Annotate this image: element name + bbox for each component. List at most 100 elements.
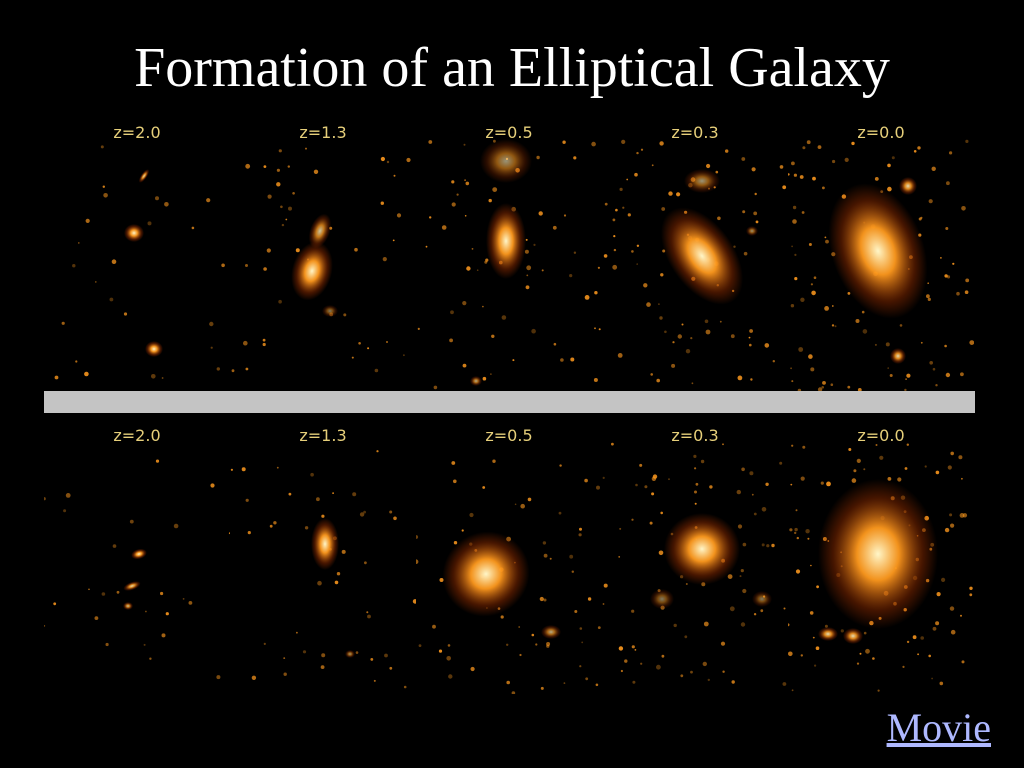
star-particle	[749, 343, 752, 347]
star-particle	[791, 161, 795, 166]
star-particle	[438, 649, 443, 653]
galaxy-blob	[828, 183, 928, 319]
star-particle	[251, 675, 257, 680]
star-particle	[288, 206, 292, 211]
star-particle	[822, 381, 826, 385]
star-particle	[453, 541, 458, 545]
star-particle	[927, 282, 929, 284]
movie-link[interactable]: Movie	[886, 705, 991, 750]
galaxy-blob	[746, 226, 758, 236]
star-particle	[593, 378, 598, 382]
star-particle	[482, 305, 484, 308]
star-particle	[660, 273, 664, 277]
star-particle	[797, 388, 802, 391]
star-particle	[695, 482, 699, 486]
star-particle	[581, 641, 584, 644]
star-particle	[245, 498, 249, 502]
simulation-frame: z=0.5	[416, 111, 602, 391]
star-particle	[727, 574, 733, 579]
star-particle	[831, 305, 834, 307]
star-particle	[847, 385, 851, 389]
star-particle	[822, 186, 825, 190]
star-particle	[672, 341, 675, 344]
star-particle	[817, 387, 823, 391]
star-particle	[446, 656, 451, 661]
star-particle	[749, 471, 754, 476]
star-particle	[885, 342, 890, 347]
star-particle	[305, 147, 307, 150]
star-particle	[367, 347, 370, 350]
star-particle	[844, 157, 849, 162]
star-particle	[673, 623, 677, 628]
galaxy-merger-icon	[230, 450, 416, 689]
star-particle	[791, 444, 794, 447]
star-particle	[899, 324, 903, 327]
star-particle	[742, 588, 747, 594]
galaxy-blob	[818, 627, 838, 641]
star-particle	[627, 213, 631, 217]
star-particle	[857, 388, 862, 391]
star-particle	[731, 680, 735, 684]
star-particle	[317, 580, 322, 586]
star-particle	[619, 527, 622, 530]
star-particle	[788, 173, 790, 176]
star-particle	[88, 588, 90, 591]
star-particle	[960, 614, 962, 617]
star-particle	[393, 516, 397, 521]
star-particle	[94, 616, 99, 620]
star-particle	[392, 239, 395, 242]
galaxy-blob	[480, 139, 532, 183]
star-particle	[262, 342, 266, 347]
star-particle	[612, 264, 618, 270]
star-particle	[292, 192, 295, 195]
star-particle	[500, 615, 504, 619]
star-particle	[591, 141, 596, 147]
star-particle	[143, 643, 146, 646]
star-particle	[945, 227, 949, 230]
star-particle	[151, 374, 156, 379]
star-particle	[266, 248, 271, 253]
star-particle	[815, 646, 820, 650]
star-particle	[276, 182, 281, 187]
star-particle	[155, 196, 159, 201]
star-particle	[639, 463, 643, 467]
star-particle	[753, 512, 757, 516]
star-particle	[739, 575, 742, 578]
star-particle	[791, 380, 794, 383]
star-particle	[798, 347, 804, 352]
star-particle	[351, 356, 354, 359]
star-particle	[859, 652, 862, 655]
star-particle	[761, 543, 765, 547]
star-particle	[926, 294, 930, 299]
star-particle	[469, 512, 474, 518]
galaxy-blob	[890, 348, 906, 364]
star-particle	[795, 509, 798, 512]
star-particle	[490, 373, 492, 375]
star-particle	[664, 330, 667, 334]
star-particle	[960, 372, 964, 377]
star-particle	[145, 610, 147, 613]
star-particle	[188, 601, 193, 605]
star-particle	[571, 570, 574, 573]
star-particle	[549, 557, 552, 560]
star-particle	[813, 276, 817, 279]
star-particle	[449, 338, 453, 343]
star-particle	[518, 626, 521, 628]
galaxy-blob	[311, 518, 339, 570]
star-particle	[789, 528, 793, 532]
star-particle	[874, 177, 879, 181]
star-particle	[230, 468, 233, 471]
star-particle	[824, 306, 829, 311]
star-particle	[809, 611, 814, 615]
star-particle	[862, 329, 868, 334]
star-particle	[944, 344, 947, 348]
star-particle	[816, 585, 819, 589]
star-particle	[519, 653, 522, 657]
galaxy-elliptical-icon	[788, 139, 974, 391]
star-particle	[912, 635, 917, 640]
star-particle	[863, 468, 866, 471]
star-particle	[905, 378, 907, 380]
star-particle	[546, 644, 550, 648]
star-particle	[206, 198, 211, 203]
star-particle	[945, 372, 951, 378]
